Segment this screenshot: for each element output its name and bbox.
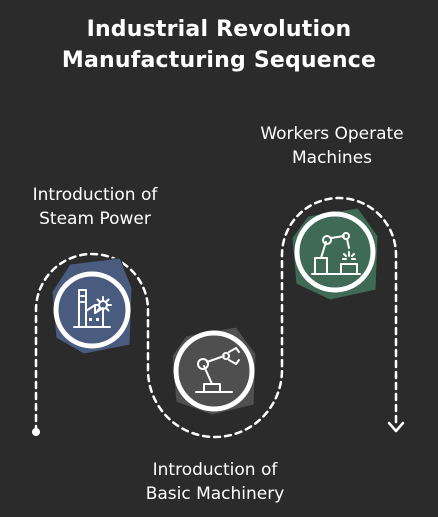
step-machinery-label-line2: Basic Machinery (145, 484, 285, 504)
step-steam-ring (53, 271, 131, 349)
factory-icon (73, 289, 112, 328)
step-machinery-node (171, 326, 257, 416)
welding-robot-icon (311, 232, 361, 275)
step-machinery-ring (173, 330, 255, 412)
path-start-dot (32, 428, 40, 436)
robotic-arm-icon (195, 347, 240, 393)
step-workers-label-line1: Workers Operate (260, 124, 404, 144)
step-machinery-label-line1: Introduction of (152, 460, 278, 480)
path-end-arrow (387, 421, 405, 433)
step-machinery-label: Introduction of Basic Machinery (120, 458, 310, 506)
step-workers-label: Workers Operate Machines (232, 122, 432, 170)
step-steam-label-line1: Introduction of (32, 185, 158, 205)
step-steam-node (51, 257, 133, 355)
sequence-path (34, 196, 398, 439)
title-line-1: Industrial Revolution (86, 17, 352, 42)
title-line-2: Manufacturing Sequence (61, 48, 377, 73)
step-workers-node (291, 207, 379, 301)
step-steam-label-line2: Steam Power (39, 209, 151, 229)
step-steam-label: Introduction of Steam Power (5, 183, 185, 231)
diagram-title: Industrial Revolution Manufacturing Sequ… (0, 14, 438, 76)
step-workers-label-line2: Machines (291, 148, 373, 168)
step-workers-ring (294, 211, 376, 293)
